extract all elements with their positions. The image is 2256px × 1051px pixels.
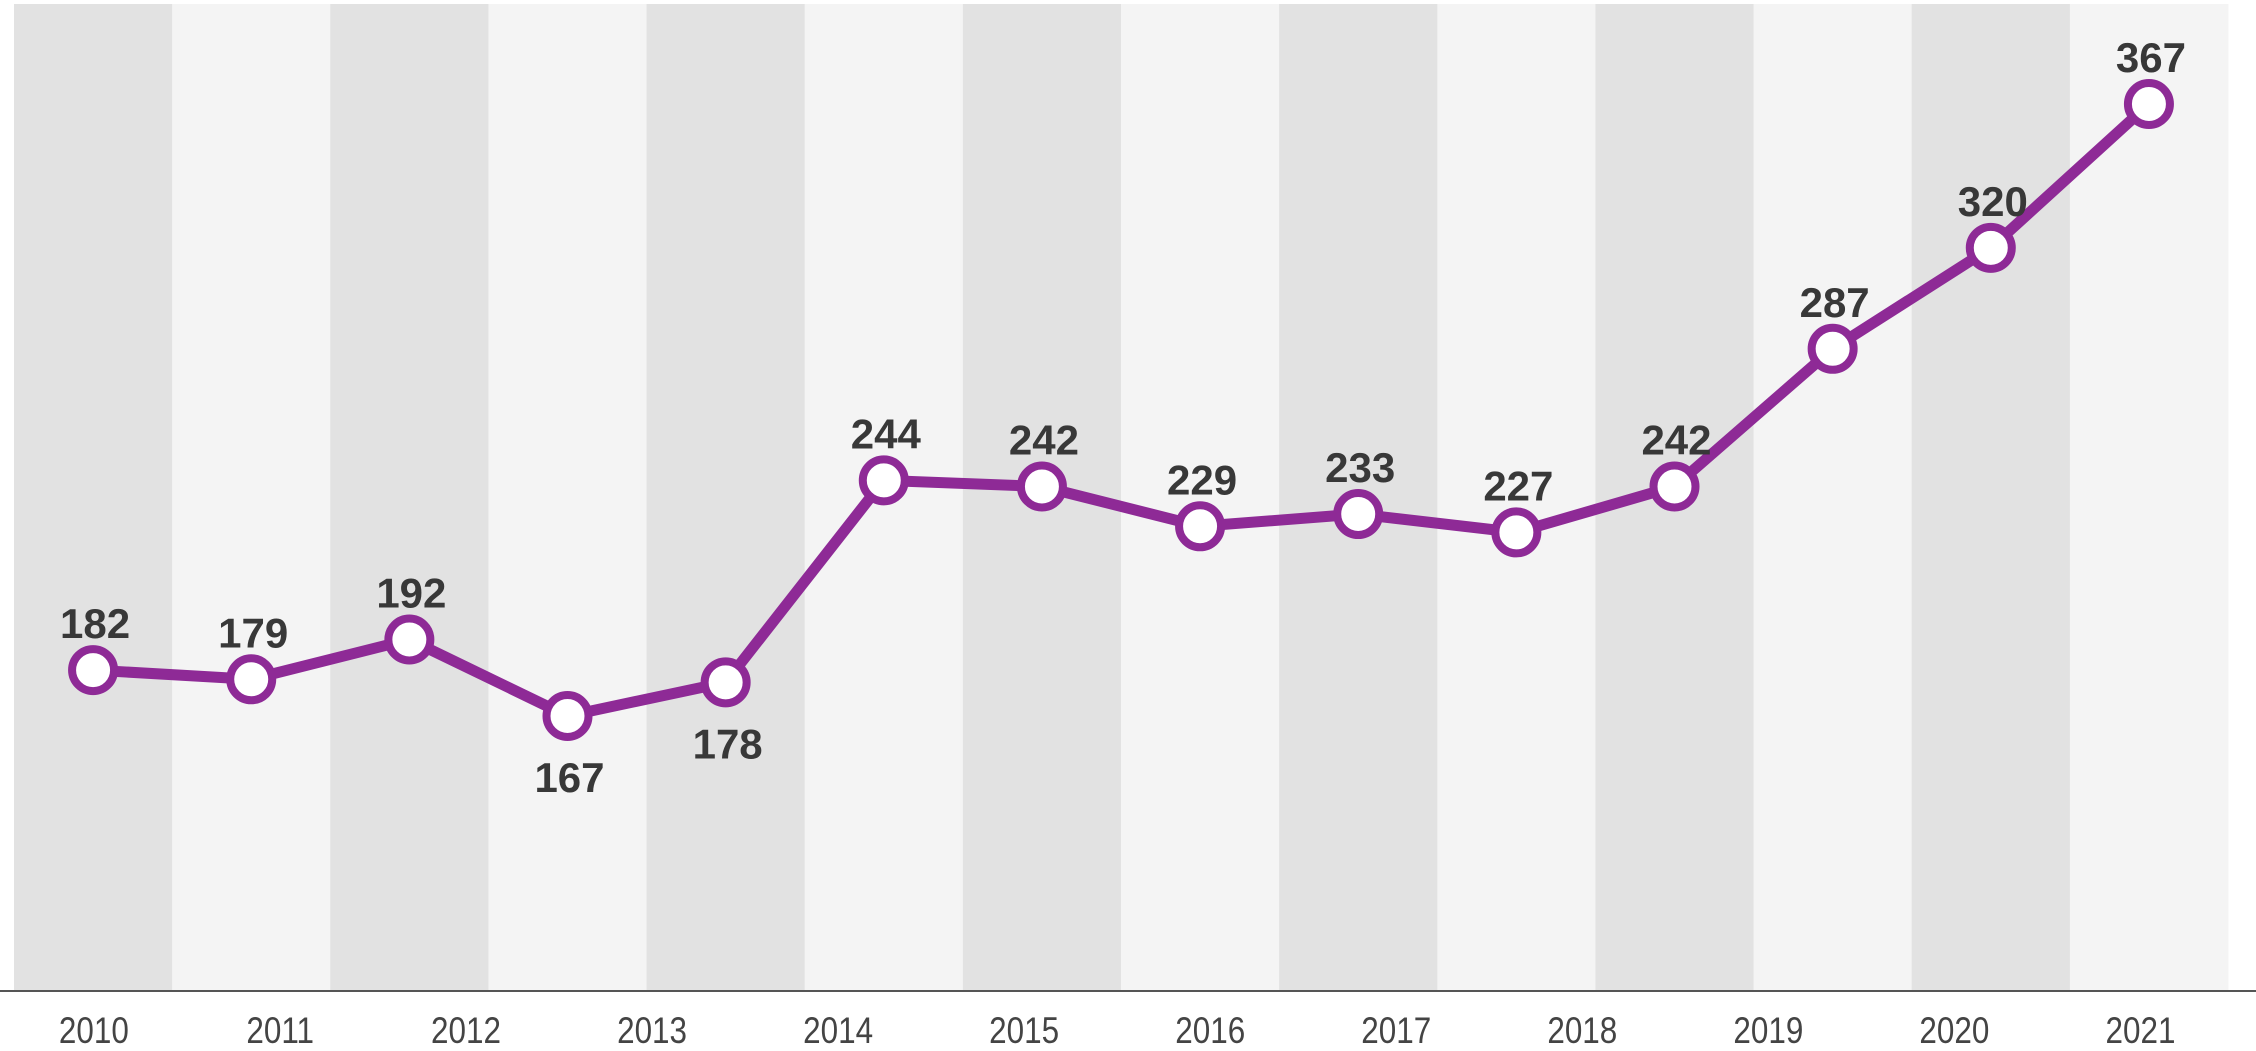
point <box>1965 222 2016 273</box>
point <box>2123 79 2174 129</box>
data-label: 244 <box>851 410 922 457</box>
x-tick-label: 2010 <box>59 1011 129 1051</box>
point <box>384 614 435 665</box>
point <box>700 657 751 708</box>
data-label: 233 <box>1325 444 1395 491</box>
column-band <box>330 4 489 990</box>
data-label: 287 <box>1800 279 1870 326</box>
column-band <box>1753 4 1913 990</box>
point <box>1649 461 1700 512</box>
x-tick-label: 2015 <box>989 1011 1059 1051</box>
data-label: 192 <box>376 570 446 617</box>
point <box>1807 323 1858 374</box>
data-label: 167 <box>534 754 604 801</box>
x-tick-label: 2016 <box>1175 1011 1245 1051</box>
x-tick-label: 2011 <box>246 1011 314 1051</box>
point <box>542 691 593 741</box>
column-band <box>172 4 331 990</box>
data-label: 182 <box>60 600 130 647</box>
point <box>226 654 277 705</box>
data-label: 367 <box>2116 34 2186 81</box>
column-band <box>646 4 806 990</box>
x-tick-label: 2014 <box>803 1011 873 1051</box>
column-band <box>488 4 648 990</box>
data-label: 229 <box>1167 456 1237 503</box>
data-label: 320 <box>1958 178 2028 225</box>
column-band <box>1437 4 1596 990</box>
column-band <box>14 4 173 990</box>
data-label: 179 <box>218 609 288 656</box>
x-tick-label: 2018 <box>1547 1011 1617 1051</box>
point <box>1333 489 1384 540</box>
x-tick-label: 2021 <box>2105 1011 2175 1051</box>
column-band <box>1121 4 1280 990</box>
point <box>68 645 119 696</box>
line <box>92 99 2153 722</box>
x-tick-label: 2017 <box>1361 1011 1431 1051</box>
point <box>858 455 909 506</box>
point <box>1175 501 1226 552</box>
point <box>1491 507 1542 558</box>
data-label: 242 <box>1641 417 1711 464</box>
data-label: 227 <box>1483 462 1553 509</box>
data-label: 242 <box>1009 417 1079 464</box>
data-label: 178 <box>693 720 763 767</box>
column-band <box>1911 4 2071 990</box>
column-band <box>2069 4 2229 990</box>
x-tick-label: 2012 <box>431 1011 501 1051</box>
x-tick-label: 2013 <box>617 1011 687 1051</box>
x-tick-label: 2020 <box>1919 1011 1989 1051</box>
point <box>1016 461 1067 512</box>
x-tick-label: 2019 <box>1733 1011 1803 1051</box>
